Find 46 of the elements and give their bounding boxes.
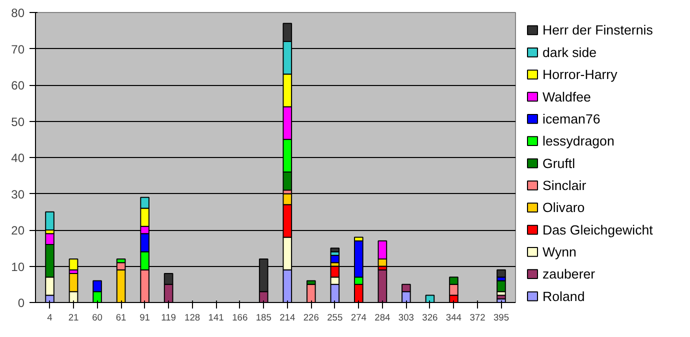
- x-tick-label: 274: [350, 312, 366, 322]
- legend-label: Horror-Harry: [542, 67, 618, 82]
- y-tick-label: 50: [11, 114, 25, 129]
- bar: [496, 280, 506, 292]
- x-tick-label: 141: [208, 312, 224, 322]
- x-tick-label: 91: [140, 312, 150, 322]
- x-tick-label: 344: [446, 312, 462, 322]
- legend-label: zauberer: [542, 266, 596, 282]
- y-tick-label: 10: [11, 260, 25, 274]
- bar: [45, 211, 54, 230]
- x-tick-label: 395: [493, 312, 510, 322]
- x-tick-label: 128: [184, 312, 200, 322]
- legend-label: Sinclair: [542, 178, 587, 193]
- x-tick-label: 372: [470, 312, 486, 322]
- x-tick-label: 255: [327, 312, 343, 322]
- legend-label: dark side: [542, 44, 597, 60]
- x-tick-label: 60: [92, 312, 102, 322]
- x-tick-label: 119: [161, 312, 176, 322]
- y-tick-label: 20: [11, 224, 25, 238]
- bar: [330, 248, 340, 252]
- legend-label: Waldfee: [542, 89, 591, 104]
- x-tick-label: 326: [422, 312, 438, 322]
- legend-label: Wynn: [542, 244, 576, 260]
- y-tick-label: 30: [11, 187, 25, 202]
- x-tick-label: 214: [280, 312, 296, 322]
- legend-label: Das Gleichgewicht: [542, 222, 654, 238]
- legend-label: Roland: [542, 288, 585, 304]
- legend-label: Gruftl: [542, 156, 576, 171]
- legend-label: Olivaro: [542, 200, 585, 216]
- x-tick-label: 21: [68, 312, 79, 322]
- y-tick-label: 70: [11, 42, 25, 56]
- bar: [496, 269, 506, 278]
- y-tick-label: 40: [11, 151, 25, 165]
- legend-label: Herr der Finsternis: [542, 22, 654, 38]
- x-tick-label: 4: [47, 312, 52, 322]
- legend-label: iceman76: [542, 111, 600, 126]
- x-tick-label: 226: [303, 312, 319, 322]
- x-tick-label: 61: [116, 312, 126, 322]
- x-tick-label: 166: [232, 312, 248, 322]
- x-tick-label: 185: [256, 312, 272, 322]
- legend-label: lessydragon: [542, 134, 614, 149]
- x-tick-label: 303: [398, 312, 414, 322]
- y-tick-label: 80: [11, 6, 25, 20]
- x-tick-label: 284: [374, 312, 390, 322]
- y-tick-label: 0: [18, 296, 25, 310]
- y-tick-label: 60: [11, 78, 25, 92]
